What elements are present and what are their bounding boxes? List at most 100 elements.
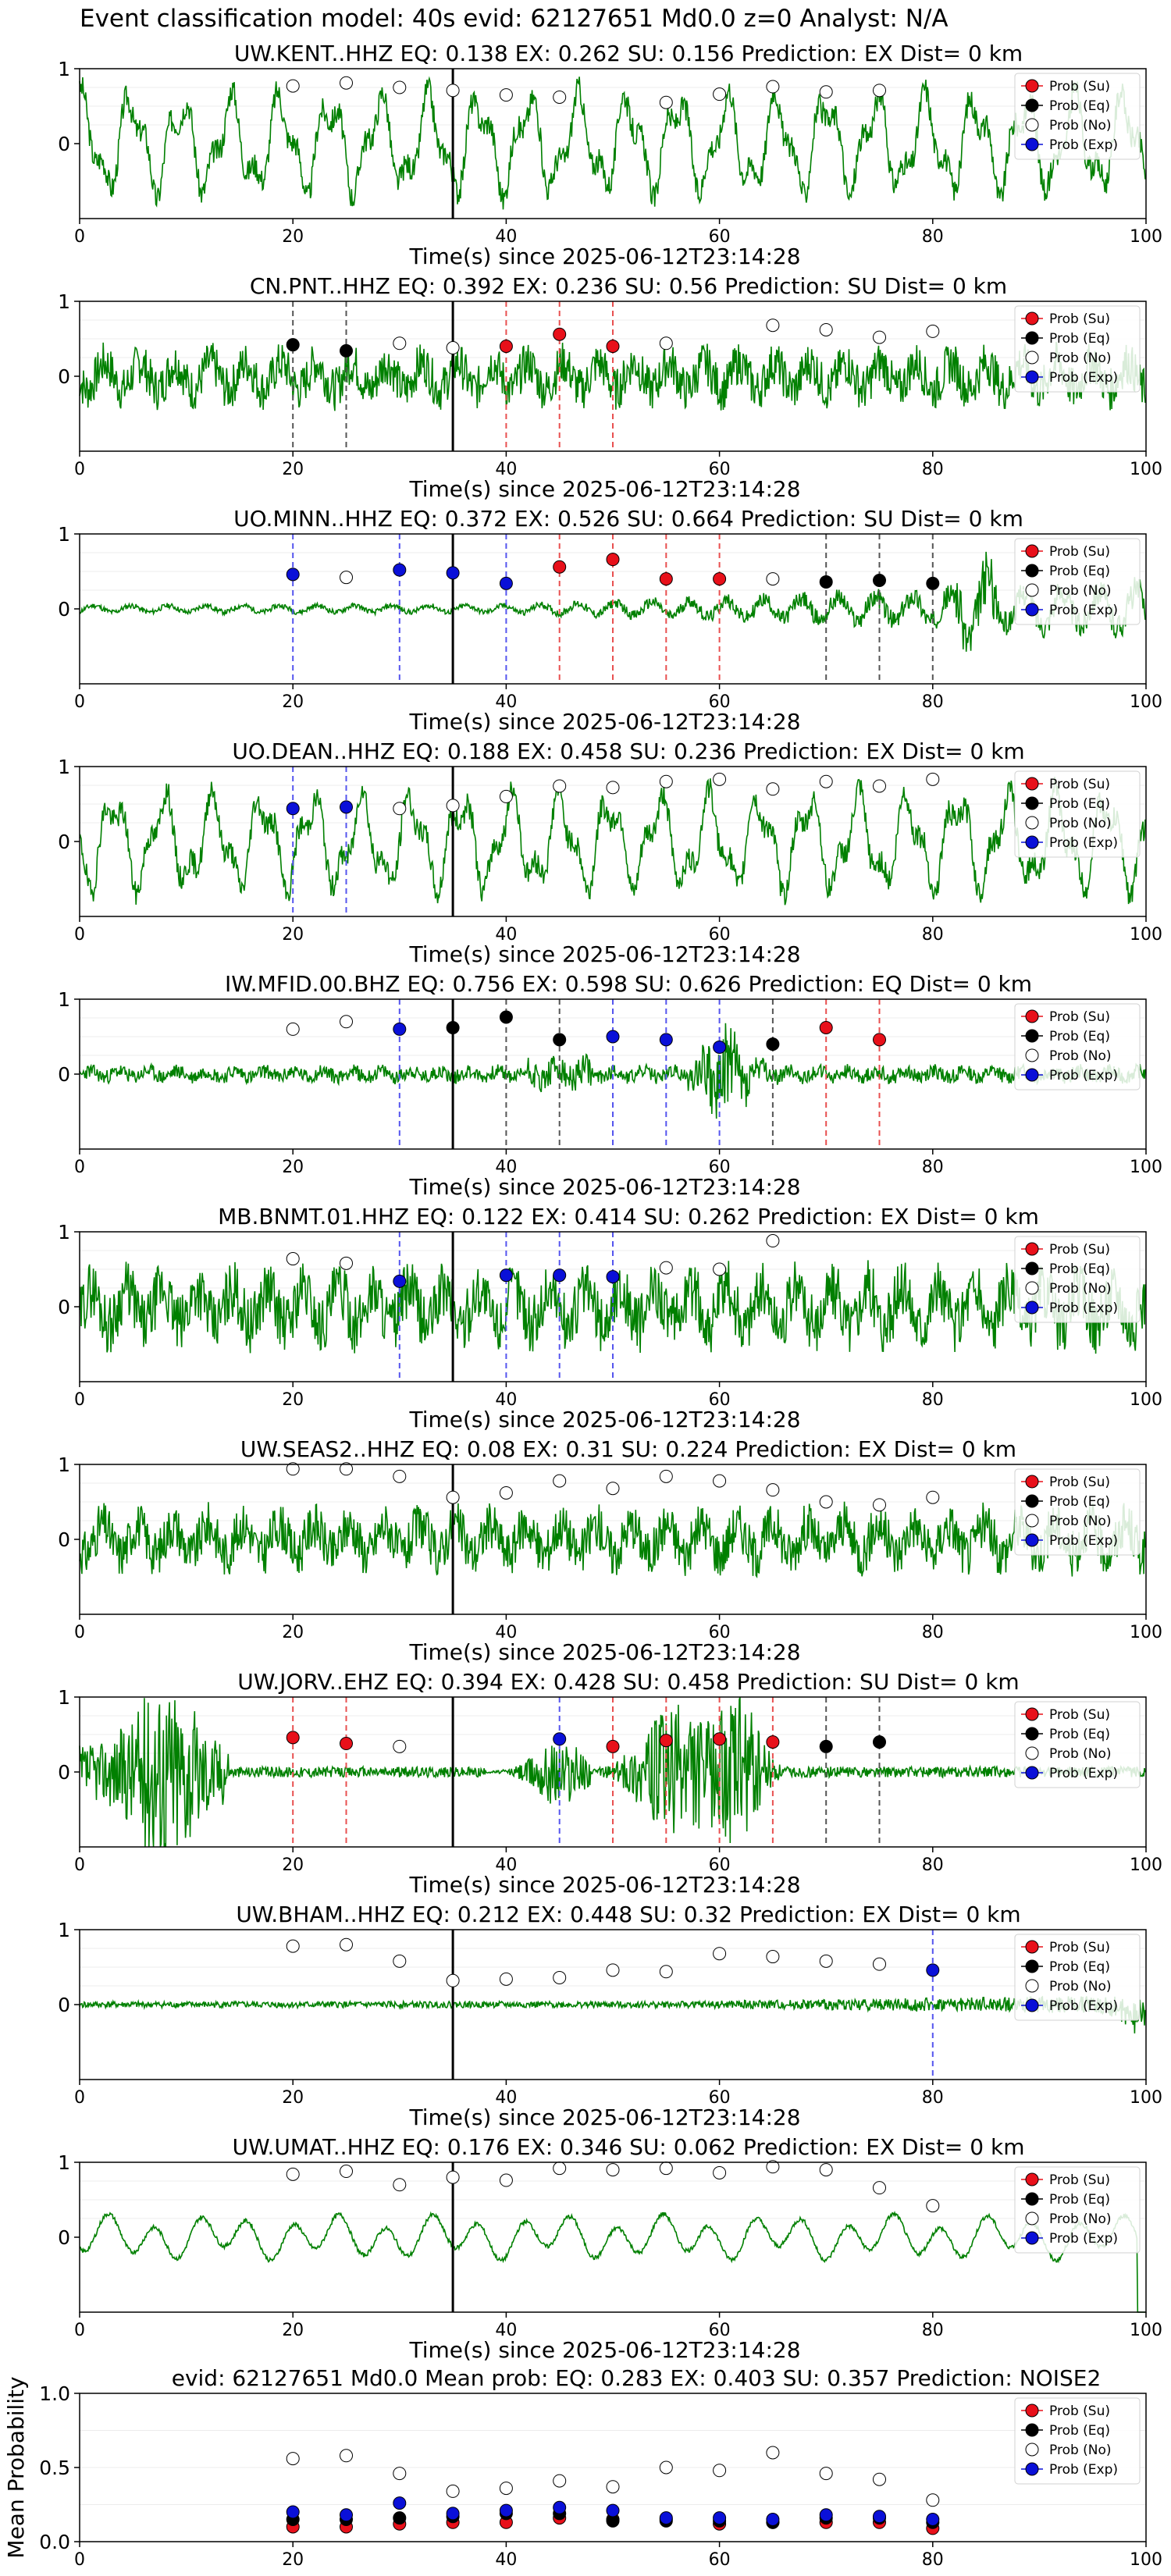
legend-marker <box>1025 370 1039 384</box>
legend-label: Prob (No) <box>1049 1514 1112 1529</box>
y-tick-label: 0 <box>58 1296 70 1318</box>
mean-prob-marker <box>659 2460 673 2475</box>
prob-marker <box>766 1483 780 1497</box>
prob-marker <box>499 1010 513 1024</box>
x-tick-label: 0 <box>74 1623 85 1642</box>
legend-marker <box>1025 2423 1039 2437</box>
legend-label: Prob (Exp) <box>1049 1998 1118 2014</box>
x-axis-label: Time(s) since 2025-06-12T23:14:28 <box>408 941 800 967</box>
legend-label: Prob (Exp) <box>1049 1766 1118 1781</box>
x-axis-label: Time(s) since 2025-06-12T23:14:28 <box>408 709 800 735</box>
panel-5: IW.MFID.00.BHZ EQ: 0.756 EX: 0.598 SU: 0… <box>58 971 1162 1200</box>
x-tick-label: 60 <box>709 2088 731 2108</box>
legend-label: Prob (Su) <box>1049 311 1110 327</box>
prob-marker <box>819 2163 833 2177</box>
legend-label: Prob (No) <box>1049 118 1112 133</box>
waveform-trace <box>79 1995 1146 2033</box>
legend-label: Prob (No) <box>1049 1281 1112 1297</box>
prob-marker <box>340 800 353 814</box>
x-tick-label: 0 <box>74 460 85 479</box>
y-tick-label: 1 <box>58 58 70 80</box>
prob-marker <box>926 772 940 786</box>
panel-title: UW.KENT..HHZ EQ: 0.138 EX: 0.262 SU: 0.1… <box>234 41 1023 66</box>
x-tick-label: 20 <box>282 692 304 712</box>
prob-marker <box>553 560 567 574</box>
x-tick-label: 60 <box>709 1390 731 1410</box>
legend-box <box>1014 305 1141 393</box>
x-tick-label: 80 <box>922 1856 944 1875</box>
legend-label: Prob (Su) <box>1049 1940 1110 1955</box>
prob-marker <box>819 774 833 788</box>
x-axis-label: Time(s) since 2025-06-12T23:14:28 <box>408 1639 800 1665</box>
legend-marker <box>1025 1998 1039 2012</box>
x-axis-label: Time(s) since 2025-06-12T23:14:28 <box>408 244 800 269</box>
x-tick-label: 0 <box>74 692 85 712</box>
x-tick-label: 20 <box>282 1856 304 1875</box>
prob-marker <box>606 2163 620 2177</box>
x-tick-label: 80 <box>922 460 944 479</box>
y-tick-label: 0 <box>58 1761 70 1784</box>
legend-marker <box>1025 137 1039 151</box>
x-tick-label: 40 <box>495 2088 517 2108</box>
x-tick-label: 60 <box>709 227 731 247</box>
prob-marker <box>553 1033 567 1047</box>
prob-marker <box>819 1954 833 1968</box>
prob-marker <box>286 1462 300 1476</box>
x-tick-label: 40 <box>495 1856 517 1875</box>
legend-label: Prob (No) <box>1049 1048 1112 1064</box>
mean-prob-marker <box>766 2513 780 2526</box>
prob-marker <box>393 1274 407 1288</box>
legend-box <box>1014 1701 1141 1788</box>
panel-9: UW.BHAM..HHZ EQ: 0.212 EX: 0.448 SU: 0.3… <box>58 1902 1162 2130</box>
legend-marker <box>1025 1300 1039 1315</box>
x-tick-label: 20 <box>282 1390 304 1410</box>
prob-marker <box>713 772 727 786</box>
prob-marker <box>713 87 727 101</box>
y-tick-label: 0 <box>58 1994 70 2016</box>
legend-label: Prob (Eq) <box>1049 1029 1110 1044</box>
mean-prob-marker <box>393 2467 407 2481</box>
x-tick-label: 100 <box>1130 692 1162 712</box>
x-tick-label: 40 <box>495 2321 517 2340</box>
x-tick-label: 20 <box>282 2550 304 2570</box>
prob-marker <box>286 802 300 816</box>
x-tick-label: 20 <box>282 460 304 479</box>
x-tick-label: 20 <box>282 2088 304 2108</box>
prob-marker <box>553 1732 567 1746</box>
legend-label: Prob (Eq) <box>1049 2192 1110 2208</box>
x-tick-label: 40 <box>495 1390 517 1410</box>
x-tick-label: 60 <box>709 2550 731 2570</box>
prob-marker <box>766 80 780 94</box>
legend-label: Prob (Eq) <box>1049 1494 1110 1510</box>
prob-marker <box>393 336 407 350</box>
y-tick-label: 1 <box>58 1686 70 1709</box>
x-tick-label: 0 <box>74 227 85 247</box>
mean-prob-marker <box>713 2511 727 2525</box>
x-tick-label: 0 <box>74 2088 85 2108</box>
x-tick-label: 40 <box>495 1158 517 1177</box>
legend-label: Prob (Exp) <box>1049 835 1118 851</box>
mean-prob-marker <box>286 2452 300 2466</box>
prob-marker <box>926 1490 940 1504</box>
legend-marker <box>1025 1009 1039 1023</box>
legend-box <box>1014 538 1141 625</box>
prob-marker <box>340 343 353 358</box>
y-tick-label: 0.5 <box>39 2457 70 2479</box>
x-tick-label: 0 <box>74 1856 85 1875</box>
x-tick-label: 100 <box>1130 460 1162 479</box>
prob-marker <box>819 1020 833 1034</box>
legend-label: Prob (Su) <box>1049 2172 1110 2188</box>
panel-title: IW.MFID.00.BHZ EQ: 0.756 EX: 0.598 SU: 0… <box>225 971 1032 997</box>
legend-label: Prob (Exp) <box>1049 1533 1118 1549</box>
prob-marker <box>553 90 567 104</box>
y-tick-label: 1 <box>58 988 70 1011</box>
waveform-trace <box>79 1696 1146 1848</box>
prob-marker <box>553 327 567 341</box>
y-tick-label: 1 <box>58 756 70 778</box>
legend-marker <box>1025 1048 1039 1062</box>
x-tick-label: 20 <box>282 1623 304 1642</box>
x-tick-label: 100 <box>1130 2550 1162 2570</box>
prob-marker <box>713 1262 727 1276</box>
panel-title: CN.PNT..HHZ EQ: 0.392 EX: 0.236 SU: 0.56… <box>250 273 1007 299</box>
x-axis-label: Time(s) since 2025-06-12T23:14:28 <box>408 1407 800 1432</box>
